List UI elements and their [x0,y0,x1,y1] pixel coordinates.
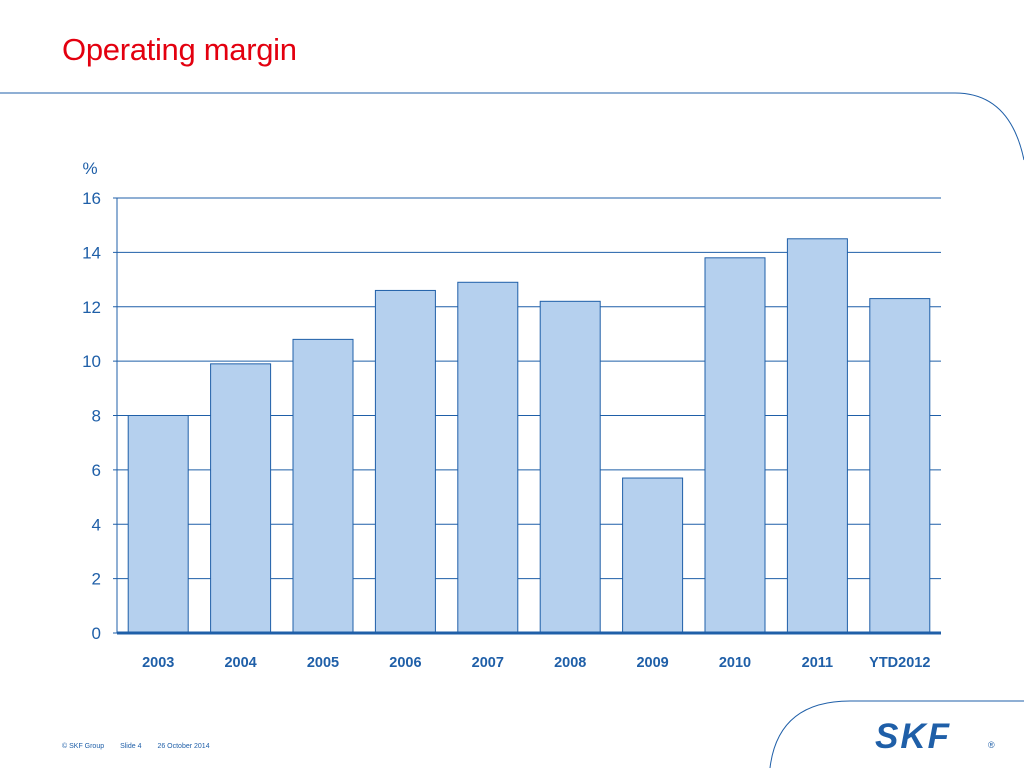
x-tick-label: YTD2012 [869,655,930,671]
y-tick-label: 10 [82,352,101,371]
bar-2008 [539,300,601,634]
bar-2011 [786,238,848,634]
y-tick-label: 8 [92,407,101,426]
page-title: Operating margin [62,32,297,67]
bar-2003 [127,415,189,634]
x-tick-label: 2007 [472,655,504,671]
y-tick-label: 16 [82,189,101,208]
x-tick-label: 2005 [307,655,339,671]
bar-2006 [374,289,436,634]
slide-footer: © SKF Group Slide 4 26 October 2014 [62,743,224,750]
y-axis-label: % [82,159,97,178]
bar-2005 [292,338,354,634]
copyright-text: © SKF Group [62,743,105,750]
x-tick-label: 2003 [142,655,174,671]
bar-ytd2012 [869,298,931,634]
x-tick-label: 2011 [802,655,833,671]
y-tick-label: 4 [92,515,101,534]
header-rule [0,92,1024,161]
footer-date: 26 October 2014 [157,743,210,750]
footer-curve [769,700,1024,768]
y-tick-label: 14 [82,243,101,262]
x-tick-label: 2006 [389,655,421,671]
y-tick-label: 12 [82,298,101,317]
skf-logo: SKF ® [875,718,995,754]
bar-2009 [622,477,684,634]
slide-number: Slide 4 [120,743,142,750]
skf-logo-text: SKF [875,718,951,754]
y-tick-label: 2 [92,570,101,589]
bar-2007 [457,281,519,634]
x-tick-label: 2008 [554,655,586,671]
x-tick-label: 2010 [719,655,751,671]
y-tick-label: 0 [92,624,101,643]
registered-mark: ® [988,740,995,750]
bar-2004 [210,363,272,634]
bar-2010 [704,257,766,634]
x-tick-label: 2004 [224,655,256,671]
y-tick-label: 6 [92,461,101,480]
x-tick-label: 2009 [636,655,668,671]
